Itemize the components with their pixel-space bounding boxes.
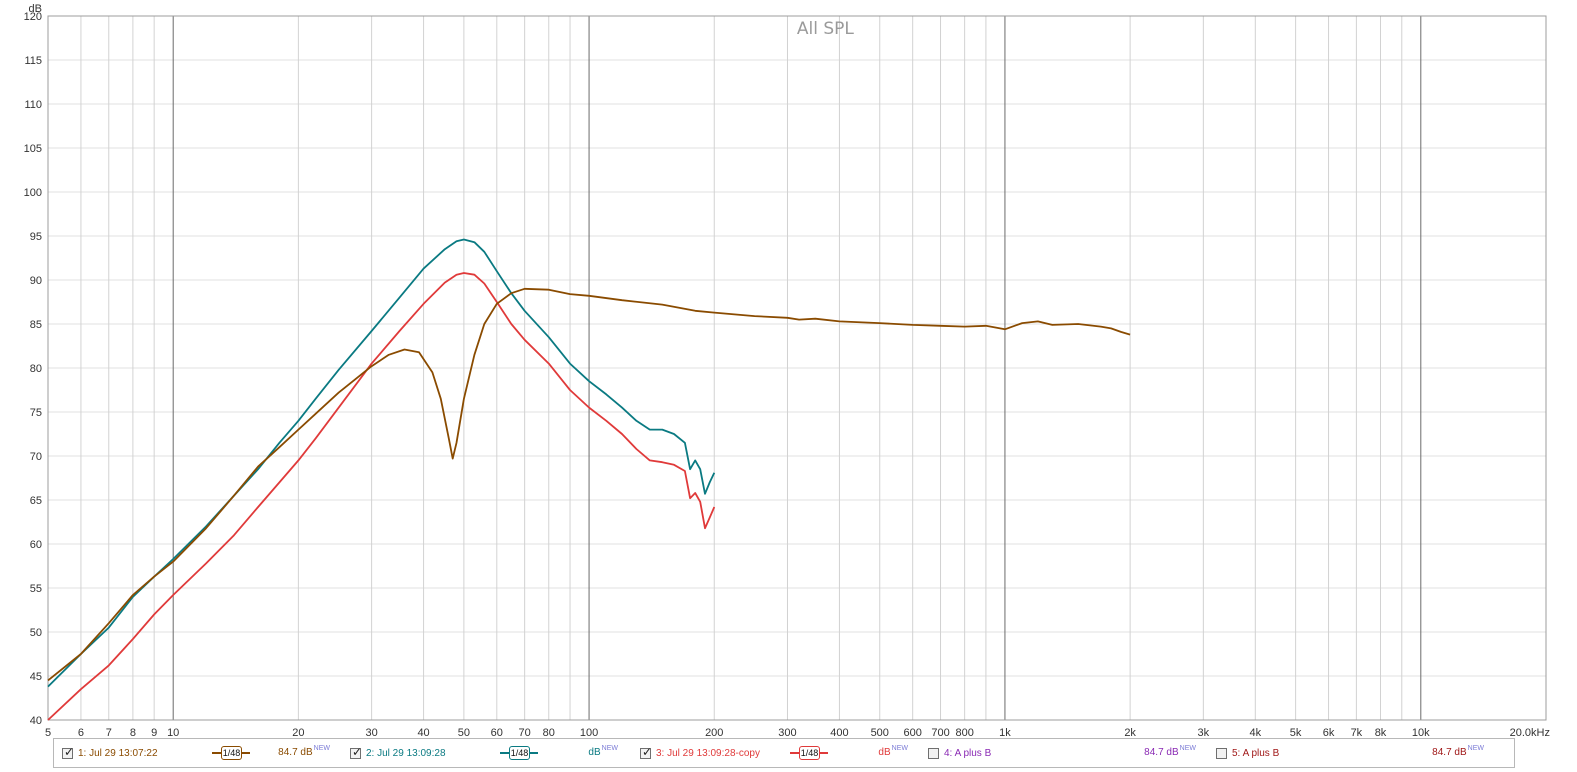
legend-line-swatch[interactable]: 1/48 [500, 746, 538, 760]
legend-entry[interactable]: 5: A plus B [1216, 739, 1279, 767]
x-tick-label: 9 [151, 727, 157, 736]
grid-lines [47, 15, 1547, 721]
check-icon: ✓ [64, 744, 75, 759]
legend-entry[interactable]: 4: A plus B [928, 739, 991, 767]
x-tick-label: 600 [903, 727, 921, 736]
new-badge: NEW [1467, 745, 1484, 752]
chart-title: All SPL [797, 19, 855, 39]
y-axis-label: dB [29, 3, 42, 15]
new-badge: NEW [313, 745, 330, 752]
x-tick-label: 30 [365, 727, 377, 736]
y-tick-label: 90 [30, 275, 42, 287]
x-tick-label: 70 [519, 727, 531, 736]
legend-label: 4: A plus B [944, 747, 992, 759]
y-tick-label: 75 [30, 407, 42, 419]
y-tick-label: 105 [24, 143, 42, 155]
x-tick-label: 8 [130, 727, 136, 736]
check-icon: ✓ [352, 744, 363, 759]
legend-value: 84.7 dBNEW [1144, 745, 1196, 758]
y-tick-label: 40 [30, 715, 42, 727]
legend-value: dBNEW [588, 745, 618, 758]
smoothing-badge: 1/48 [221, 746, 242, 760]
legend-value: dBNEW [878, 745, 908, 758]
legend-bar: ✓ 1: Jul 29 13:07:22 1/48 84.7 dBNEW ✓ 2: Jul… [53, 738, 1515, 768]
y-tick-label: 45 [30, 671, 42, 683]
y-tick-label: 80 [30, 363, 42, 375]
smoothing-badge: 1/48 [509, 746, 530, 760]
legend-entry[interactable]: ✓ 2: Jul 29 13:09:28 [350, 739, 446, 767]
new-badge: NEW [891, 745, 908, 752]
x-tick-label: 10k [1412, 727, 1430, 736]
series-line-2 [47, 272, 716, 721]
legend-entry[interactable]: ✓ 3: Jul 29 13:09:28-copy [640, 739, 760, 767]
x-tick-label: 6k [1323, 727, 1335, 736]
x-tick-label: 300 [778, 727, 796, 736]
legend-checkbox[interactable] [1216, 747, 1227, 759]
legend-label: 1: Jul 29 13:07:22 [78, 747, 158, 759]
legend-line-swatch[interactable]: 1/48 [212, 746, 250, 760]
x-tick-label: 800 [955, 727, 973, 736]
check-icon: ✓ [642, 744, 653, 759]
series-line-1 [47, 238, 716, 688]
x-tick-label: 20.0kHz [1510, 727, 1550, 736]
x-tick-label: 10 [167, 727, 179, 736]
y-tick-label: 70 [30, 451, 42, 463]
x-axis-ticks: 5 6 7 8 9 10 20 30 40 50 60 70 80 100 200 300 400 500 600 7… [45, 727, 1550, 736]
x-tick-label: 700 [931, 727, 949, 736]
series-layer [47, 238, 1131, 721]
legend-checkbox[interactable] [928, 747, 939, 759]
x-tick-label: 20 [292, 727, 304, 736]
x-tick-label: 100 [580, 727, 598, 736]
spl-chart[interactable]: 404550556065707580859095100105110115120 … [0, 0, 1577, 736]
legend-label: 5: A plus B [1232, 747, 1280, 759]
new-badge: NEW [601, 745, 618, 752]
y-tick-label: 95 [30, 231, 42, 243]
legend-line-swatch[interactable]: 1/48 [790, 746, 828, 760]
new-badge: NEW [1179, 745, 1196, 752]
y-tick-label: 65 [30, 495, 42, 507]
legend-value: 84.7 dBNEW [278, 745, 330, 758]
x-tick-label: 7k [1351, 727, 1363, 736]
x-tick-label: 7 [106, 727, 112, 736]
x-tick-label: 200 [705, 727, 723, 736]
legend-checkbox[interactable]: ✓ [350, 744, 363, 759]
x-tick-label: 3k [1198, 727, 1210, 736]
x-tick-label: 500 [871, 727, 889, 736]
x-tick-label: 5 [45, 727, 51, 736]
x-tick-label: 400 [830, 727, 848, 736]
legend-label: 2: Jul 29 13:09:28 [366, 747, 446, 759]
legend-label: 3: Jul 29 13:09:28-copy [656, 747, 760, 759]
y-tick-label: 115 [24, 55, 42, 67]
x-tick-label: 1k [999, 727, 1011, 736]
y-tick-label: 85 [30, 319, 42, 331]
x-tick-label: 2k [1124, 727, 1136, 736]
x-tick-label: 50 [458, 727, 470, 736]
x-tick-label: 4k [1250, 727, 1262, 736]
legend-checkbox[interactable]: ✓ [640, 744, 653, 759]
x-tick-label: 40 [417, 727, 429, 736]
y-tick-label: 60 [30, 539, 42, 551]
plot-frame [47, 15, 1547, 721]
x-tick-label: 5k [1290, 727, 1302, 736]
legend-entry[interactable]: ✓ 1: Jul 29 13:07:22 [62, 739, 158, 767]
legend-value: 84.7 dBNEW [1432, 745, 1484, 758]
x-tick-label: 60 [491, 727, 503, 736]
y-tick-label: 120 [24, 11, 42, 23]
y-tick-label: 100 [24, 187, 42, 199]
x-tick-label: 6 [78, 727, 84, 736]
smoothing-badge: 1/48 [799, 746, 820, 760]
x-tick-label: 8k [1375, 727, 1387, 736]
y-tick-label: 110 [24, 99, 42, 111]
y-tick-label: 50 [30, 627, 42, 639]
series-line-3 [47, 287, 1131, 682]
legend-checkbox[interactable]: ✓ [62, 744, 75, 759]
y-axis-ticks: 40 45 50 55 60 65 70 75 80 85 90 95 100 105 110 115 120 [24, 11, 42, 727]
x-tick-label: 80 [543, 727, 555, 736]
y-tick-label: 55 [30, 583, 42, 595]
